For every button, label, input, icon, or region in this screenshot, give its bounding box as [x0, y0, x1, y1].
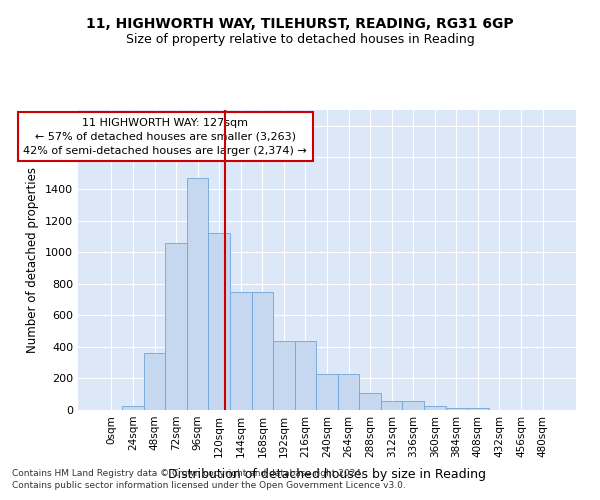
Bar [403, 402, 424, 410]
Bar [187, 178, 208, 410]
Bar [467, 408, 488, 410]
Bar [122, 406, 144, 410]
Bar [381, 402, 403, 410]
Bar [424, 406, 446, 410]
Bar [166, 242, 187, 410]
Bar [446, 408, 467, 410]
Bar [273, 340, 295, 410]
Bar [338, 374, 359, 410]
Bar [251, 292, 273, 410]
Text: Size of property relative to detached houses in Reading: Size of property relative to detached ho… [125, 32, 475, 46]
Text: Contains HM Land Registry data © Crown copyright and database right 2024.: Contains HM Land Registry data © Crown c… [12, 469, 364, 478]
X-axis label: Distribution of detached houses by size in Reading: Distribution of detached houses by size … [168, 468, 486, 481]
Bar [295, 340, 316, 410]
Bar [144, 353, 166, 410]
Text: Contains public sector information licensed under the Open Government Licence v3: Contains public sector information licen… [12, 480, 406, 490]
Bar [359, 392, 381, 410]
Text: 11, HIGHWORTH WAY, TILEHURST, READING, RG31 6GP: 11, HIGHWORTH WAY, TILEHURST, READING, R… [86, 18, 514, 32]
Y-axis label: Number of detached properties: Number of detached properties [26, 167, 40, 353]
Bar [316, 374, 338, 410]
Text: 11 HIGHWORTH WAY: 127sqm
← 57% of detached houses are smaller (3,263)
42% of sem: 11 HIGHWORTH WAY: 127sqm ← 57% of detach… [23, 118, 307, 156]
Bar [230, 292, 251, 410]
Bar [208, 233, 230, 410]
